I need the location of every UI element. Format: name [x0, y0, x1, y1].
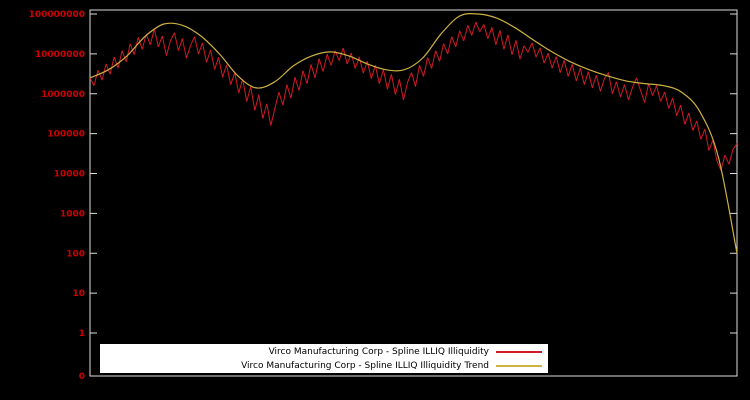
legend-line-sample-red [496, 350, 542, 353]
legend-label-illiquidity: Virco Manufacturing Corp - Spline ILLIQ … [268, 346, 489, 357]
legend-row-illiquidity: Virco Manufacturing Corp - Spline ILLIQ … [100, 345, 548, 358]
svg-text:1: 1 [79, 329, 85, 339]
svg-text:10000: 10000 [54, 170, 85, 180]
svg-text:1000000: 1000000 [41, 90, 85, 100]
legend-label-trend: Virco Manufacturing Corp - Spline ILLIQ … [241, 360, 489, 371]
svg-text:0: 0 [79, 372, 85, 382]
svg-text:10000000: 10000000 [35, 50, 85, 60]
legend-line-sample-yellow [496, 364, 542, 367]
legend: Virco Manufacturing Corp - Spline ILLIQ … [100, 344, 548, 373]
svg-text:100000: 100000 [47, 130, 85, 140]
svg-text:1000: 1000 [60, 209, 85, 219]
svg-text:100: 100 [66, 249, 85, 259]
svg-text:10: 10 [72, 289, 85, 299]
svg-text:100000000: 100000000 [29, 10, 85, 20]
legend-row-trend: Virco Manufacturing Corp - Spline ILLIQ … [100, 359, 548, 372]
